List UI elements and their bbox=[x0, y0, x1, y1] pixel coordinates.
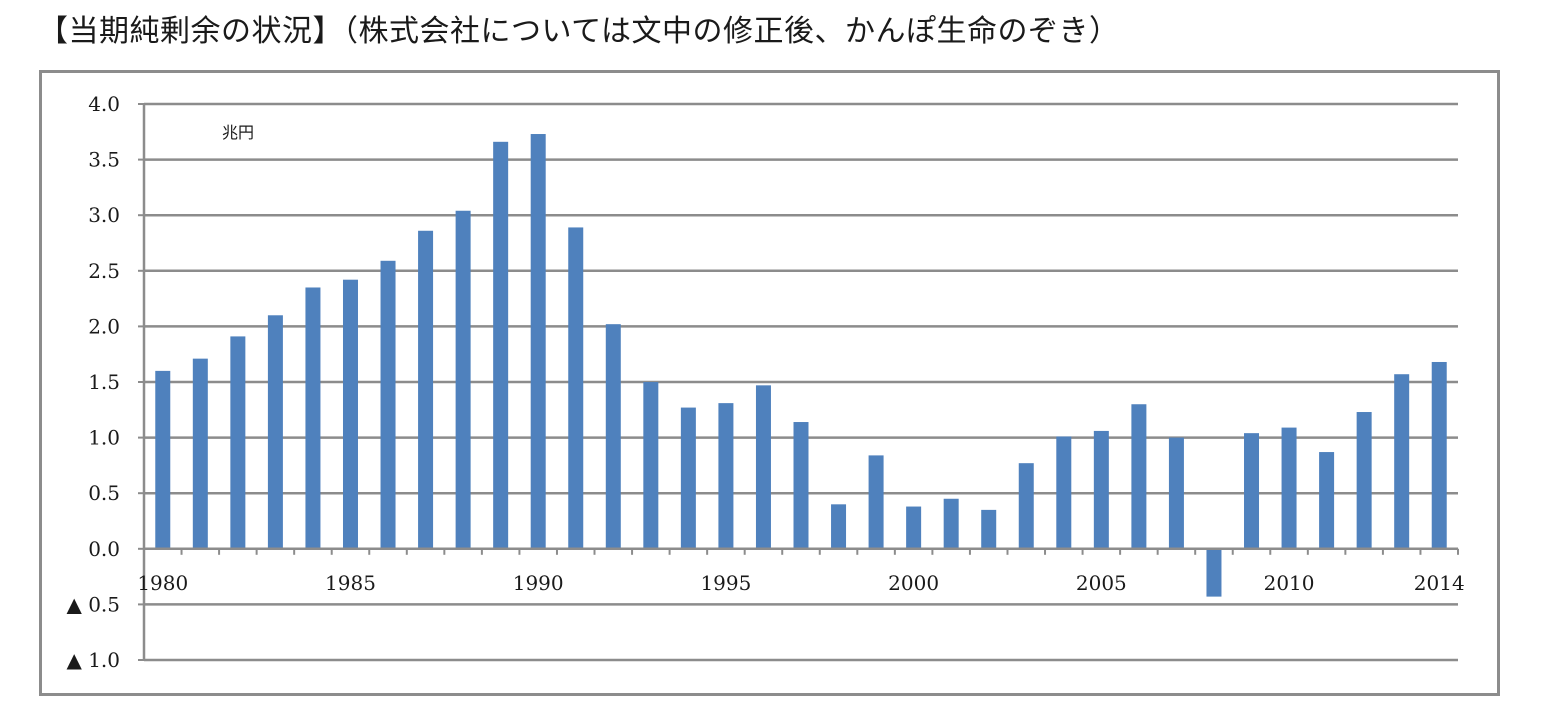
y-tick-label: ▲ 0.5 bbox=[66, 592, 120, 616]
y-tick-label: ▲ 1.0 bbox=[66, 648, 120, 672]
bar bbox=[305, 287, 321, 549]
bar bbox=[530, 134, 546, 549]
y-tick-label: 1.0 bbox=[88, 426, 120, 450]
x-tick-label: 1980 bbox=[137, 571, 188, 595]
bar bbox=[230, 336, 246, 549]
bar bbox=[568, 227, 584, 549]
y-tick-label: 0.5 bbox=[88, 481, 120, 505]
bar bbox=[831, 504, 847, 549]
bar bbox=[868, 455, 884, 549]
bar bbox=[1131, 404, 1147, 549]
y-tick-label: 1.5 bbox=[88, 370, 120, 394]
x-tick-label: 1990 bbox=[513, 571, 564, 595]
bar bbox=[605, 324, 621, 549]
y-tick-label: 3.5 bbox=[88, 148, 120, 172]
chart-frame bbox=[39, 70, 1500, 696]
x-tick-label: 2010 bbox=[1264, 571, 1315, 595]
bar bbox=[1056, 436, 1072, 549]
x-ticks bbox=[138, 103, 1459, 661]
bar bbox=[455, 210, 471, 549]
y-tick-label: 3.0 bbox=[88, 203, 120, 227]
bar bbox=[643, 382, 659, 549]
x-tick-label: 2005 bbox=[1076, 571, 1127, 595]
bar bbox=[680, 407, 696, 549]
x-tick-labels: 1980 1985 1990 1995 2000 2005 2010 2014 bbox=[137, 571, 1464, 595]
bar bbox=[1319, 452, 1335, 549]
x-tick-label: 2000 bbox=[888, 571, 939, 595]
bar bbox=[755, 385, 771, 549]
y-tick-label: 2.0 bbox=[88, 314, 120, 338]
page-title: 【当期純剰余の状況】（株式会社については文中の修正後、かんぽ生命のぞき） bbox=[38, 14, 1120, 49]
bar bbox=[192, 358, 208, 549]
bar bbox=[1168, 437, 1184, 549]
x-tick-label: 2014 bbox=[1414, 571, 1465, 595]
bar bbox=[943, 498, 959, 549]
x-tick-label: 1995 bbox=[700, 571, 751, 595]
unit-label: 兆円 bbox=[222, 123, 254, 142]
bar bbox=[418, 230, 434, 549]
bar bbox=[493, 141, 509, 549]
bar bbox=[1018, 463, 1034, 549]
bar bbox=[793, 422, 809, 549]
y-tick-labels: 4.0 3.5 3.0 2.5 2.0 1.5 1.0 0.5 0.0 ▲ 0.5 ▲ 1.0 bbox=[66, 92, 120, 672]
x-tick-label: 1985 bbox=[325, 571, 376, 595]
bar bbox=[1093, 430, 1109, 549]
bar bbox=[342, 279, 358, 549]
bar bbox=[1394, 374, 1410, 549]
bar bbox=[1244, 433, 1260, 549]
y-tick-label: 4.0 bbox=[88, 92, 120, 116]
bar bbox=[1206, 548, 1222, 597]
bar bbox=[380, 260, 396, 549]
y-tick-label: 2.5 bbox=[88, 259, 120, 283]
bars bbox=[155, 134, 1447, 597]
bar bbox=[1281, 427, 1297, 549]
bar bbox=[981, 509, 997, 549]
bar bbox=[906, 506, 922, 549]
bar bbox=[155, 370, 171, 549]
bar bbox=[1356, 412, 1372, 549]
gridlines bbox=[144, 102, 1458, 662]
bar bbox=[1431, 361, 1447, 549]
bar bbox=[718, 403, 734, 549]
bar bbox=[267, 315, 283, 549]
y-tick-label: 0.0 bbox=[88, 537, 120, 561]
